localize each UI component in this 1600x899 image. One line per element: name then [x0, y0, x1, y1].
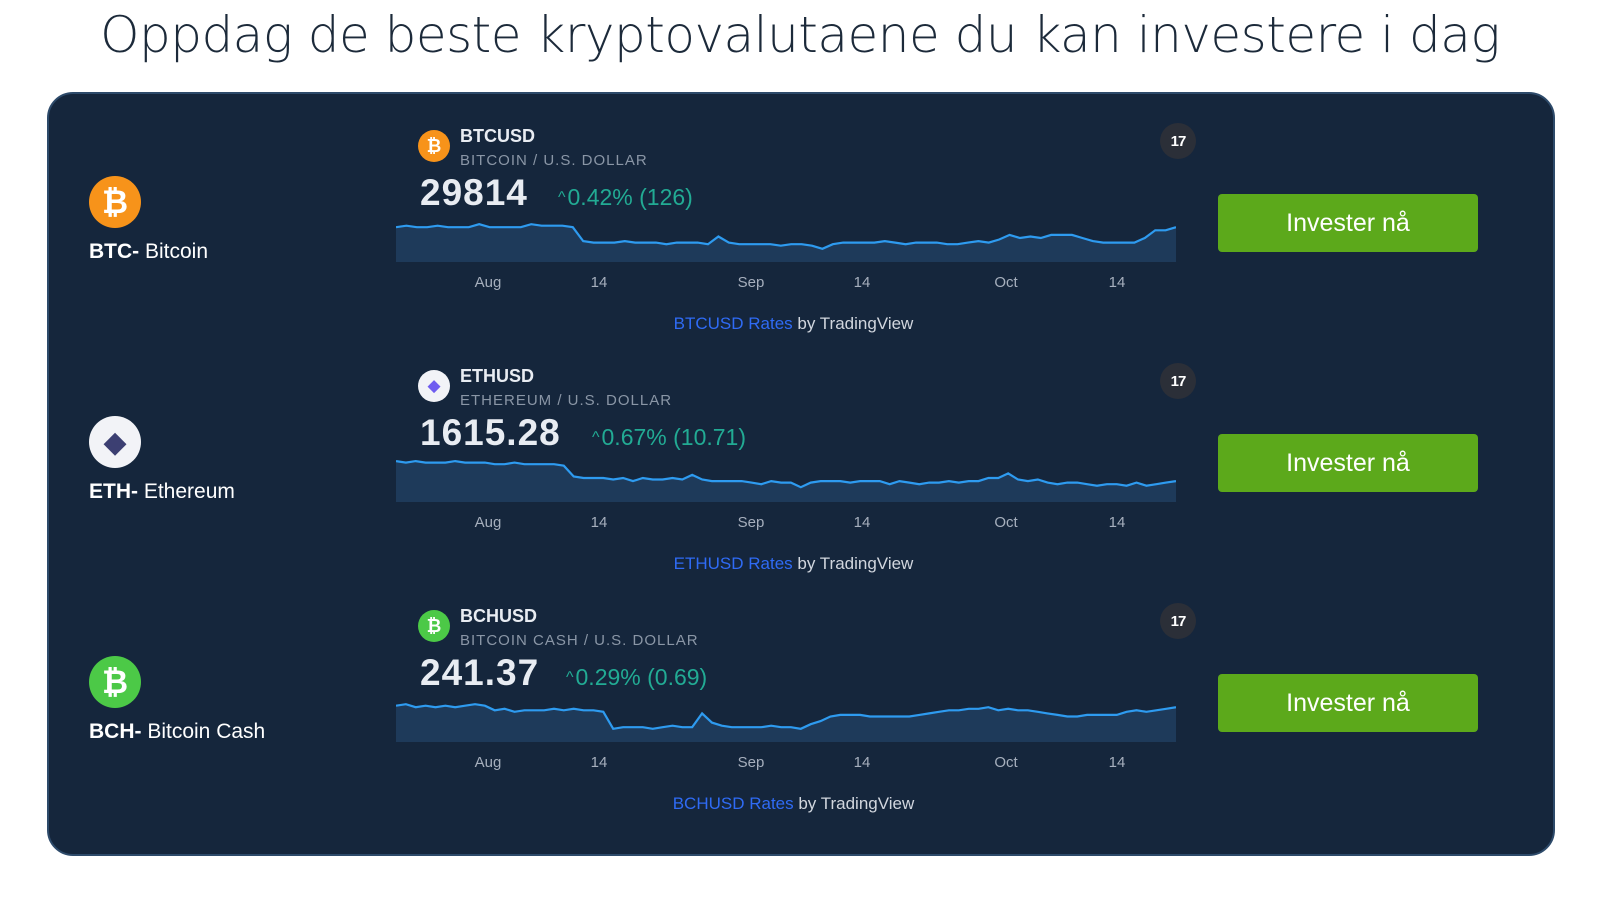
tradingview-widget-bchusd[interactable]: ₿ BCHUSD BITCOIN CASH / U.S. DOLLAR 17 2…	[396, 602, 1196, 842]
rates-link[interactable]: ETHUSD Rates	[673, 554, 793, 573]
invest-button-bch[interactable]: Invester nå	[1218, 674, 1478, 732]
widget-change: ^0.67% (10.71)	[592, 424, 746, 451]
coin-title: BTC- Bitcoin	[89, 240, 208, 264]
widget-symbol[interactable]: ETHUSD	[460, 366, 535, 386]
tradingview-logo-icon[interactable]: 17	[1160, 363, 1196, 399]
axis-tick-label: Aug	[474, 514, 502, 531]
crypto-panel: ₿ BTC- Bitcoin ₿ BTCUSD BITCOIN / U.S. D…	[47, 92, 1555, 856]
page-heading: Oppdag de beste kryptovalutaene du kan i…	[100, 6, 1500, 64]
coin-symbol: BCH-	[89, 720, 142, 743]
bitcoin-cash-logo-icon: ₿	[89, 656, 141, 708]
widget-change: ^0.29% (0.69)	[566, 664, 707, 691]
widget-credit: BCHUSD Rates by TradingView	[396, 794, 1191, 814]
widget-description: ETHEREUM / U.S. DOLLAR	[460, 392, 673, 409]
coin-name: Bitcoin	[139, 240, 209, 263]
axis-tick-label: 14	[853, 274, 871, 291]
tradingview-widget-btcusd[interactable]: ₿ BTCUSD BITCOIN / U.S. DOLLAR 17 29814 …	[396, 122, 1196, 362]
coin-name: Ethereum	[138, 480, 235, 503]
sparkline-area	[396, 704, 1176, 742]
widget-credit: BTCUSD Rates by TradingView	[396, 314, 1191, 334]
widget-credit: ETHUSD Rates by TradingView	[396, 554, 1191, 574]
widget-symbol[interactable]: BTCUSD	[460, 126, 535, 146]
price-sparkline-chart	[396, 459, 1176, 502]
invest-button-eth[interactable]: Invester nå	[1218, 434, 1478, 492]
tradingview-logo-icon[interactable]: 17	[1160, 123, 1196, 159]
axis-tick-label: Sep	[737, 274, 765, 291]
widget-price: 241.37	[420, 652, 540, 693]
ethereum-logo-icon: ◆	[89, 416, 141, 468]
rates-link[interactable]: BTCUSD Rates	[673, 314, 793, 333]
credit-suffix: by TradingView	[792, 314, 914, 333]
crypto-row-bch: ₿ BCH- Bitcoin Cash ₿ BCHUSD BITCOIN CAS…	[49, 602, 1553, 842]
caret-up-icon: ^	[566, 669, 574, 686]
credit-suffix: by TradingView	[792, 554, 914, 573]
axis-tick-label: 14	[1108, 754, 1126, 771]
tradingview-widget-ethusd[interactable]: ◆ ETHUSD ETHEREUM / U.S. DOLLAR 17 1615.…	[396, 362, 1196, 602]
chart-time-axis: Aug 14 Sep 14 Oct 14	[396, 274, 1176, 294]
sparkline-line	[396, 703, 1176, 731]
widget-change-value: 0.29% (0.69)	[575, 664, 708, 690]
sparkline-area	[396, 461, 1176, 502]
bitcoin-logo-icon: ₿	[89, 176, 141, 228]
widget-symbol[interactable]: BCHUSD	[460, 606, 538, 626]
caret-up-icon: ^	[558, 189, 566, 206]
widget-price: 1615.28	[420, 412, 561, 453]
axis-tick-label: 14	[1108, 514, 1126, 531]
coin-symbol: ETH-	[89, 480, 138, 503]
axis-tick-label: Oct	[994, 274, 1018, 291]
chart-time-axis: Aug 14 Sep 14 Oct 14	[396, 754, 1176, 774]
chart-time-axis: Aug 14 Sep 14 Oct 14	[396, 514, 1176, 534]
coin-label-eth: ◆ ETH- Ethereum	[89, 416, 235, 504]
axis-tick-label: 14	[853, 754, 871, 771]
sparkline-area	[396, 224, 1176, 262]
axis-tick-label: Sep	[737, 754, 765, 771]
tradingview-logo-icon[interactable]: 17	[1160, 603, 1196, 639]
axis-tick-label: Oct	[994, 514, 1018, 531]
widget-change-value: 0.42% (126)	[567, 184, 693, 210]
widget-change-value: 0.67% (10.71)	[601, 424, 746, 450]
axis-tick-label: 14	[853, 514, 871, 531]
rates-link[interactable]: BCHUSD Rates	[672, 794, 794, 813]
axis-tick-label: 14	[590, 754, 608, 771]
axis-tick-label: 14	[590, 274, 608, 291]
bitcoin-icon: ₿	[418, 130, 450, 162]
coin-name: Bitcoin Cash	[141, 720, 266, 743]
widget-description: BITCOIN / U.S. DOLLAR	[460, 152, 648, 169]
sparkline-line	[396, 223, 1176, 250]
coin-label-bch: ₿ BCH- Bitcoin Cash	[89, 656, 265, 744]
coin-label-btc: ₿ BTC- Bitcoin	[89, 176, 208, 264]
widget-change: ^0.42% (126)	[558, 184, 693, 211]
price-sparkline-chart	[396, 703, 1176, 742]
axis-tick-label: 14	[1108, 274, 1126, 291]
widget-description: BITCOIN CASH / U.S. DOLLAR	[460, 632, 699, 649]
sparkline-line	[396, 459, 1176, 489]
bitcoin-cash-icon: ₿	[418, 610, 450, 642]
invest-button-btc[interactable]: Invester nå	[1218, 194, 1478, 252]
axis-tick-label: Aug	[474, 274, 502, 291]
axis-tick-label: Aug	[474, 754, 502, 771]
crypto-row-eth: ◆ ETH- Ethereum ◆ ETHUSD ETHEREUM / U.S.…	[49, 362, 1553, 602]
coin-symbol: BTC-	[89, 240, 140, 263]
ethereum-icon: ◆	[418, 370, 450, 402]
coin-title: ETH- Ethereum	[89, 480, 235, 504]
axis-tick-label: 14	[590, 514, 608, 531]
price-sparkline-chart	[396, 223, 1176, 262]
widget-price: 29814	[420, 172, 528, 213]
axis-tick-label: Sep	[737, 514, 765, 531]
credit-suffix: by TradingView	[793, 794, 915, 813]
caret-up-icon: ^	[592, 429, 600, 446]
axis-tick-label: Oct	[994, 754, 1018, 771]
crypto-row-btc: ₿ BTC- Bitcoin ₿ BTCUSD BITCOIN / U.S. D…	[49, 122, 1553, 362]
coin-title: BCH- Bitcoin Cash	[89, 720, 265, 744]
